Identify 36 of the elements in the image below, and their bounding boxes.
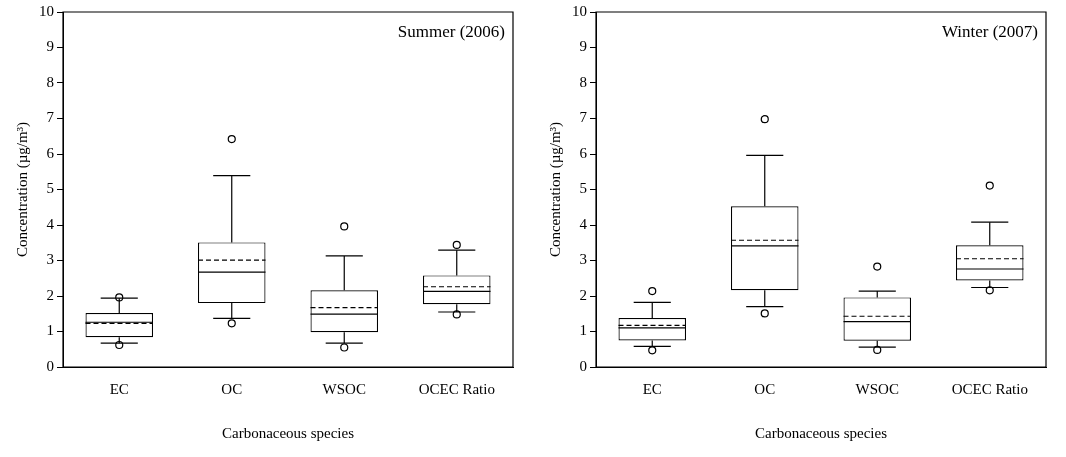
- x-axis-title: Carbonaceous species: [754, 424, 888, 441]
- y-axis-title: Concentration (µg/m³): [546, 121, 564, 258]
- annotation: Summer (2006): [397, 21, 505, 41]
- x-tick-label: EC: [109, 380, 129, 397]
- y-tick-label: 1: [579, 322, 587, 339]
- x-tick-label: WSOC: [322, 380, 366, 397]
- y-tick-label: 2: [579, 286, 587, 303]
- y-tick-label: 6: [579, 144, 588, 161]
- y-tick-label: 3: [579, 251, 587, 268]
- x-tick-label: OCEC Ratio: [951, 380, 1028, 397]
- y-tick-label: 1: [46, 322, 54, 339]
- y-tick-label: 4: [46, 215, 55, 232]
- y-tick-label: 3: [46, 251, 54, 268]
- y-tick-label: 10: [572, 2, 587, 19]
- y-tick-label: 7: [46, 109, 55, 126]
- y-tick-label: 0: [46, 357, 54, 374]
- x-tick-label: OCEC Ratio: [418, 380, 495, 397]
- y-tick-label: 0: [579, 357, 587, 374]
- y-tick-label: 5: [46, 180, 54, 197]
- y-tick-label: 9: [579, 38, 587, 55]
- y-tick-label: 5: [579, 180, 587, 197]
- x-tick-label: EC: [642, 380, 662, 397]
- x-tick-label: OC: [221, 380, 243, 397]
- y-axis-title: Concentration (µg/m³): [13, 121, 31, 258]
- annotation: Winter (2007): [941, 21, 1038, 41]
- y-tick-label: 7: [579, 109, 588, 126]
- y-tick-label: 6: [46, 144, 55, 161]
- y-tick-label: 10: [39, 2, 54, 19]
- y-tick-label: 9: [46, 38, 54, 55]
- x-axis-title: Carbonaceous species: [221, 424, 355, 441]
- y-tick-label: 8: [579, 73, 587, 90]
- y-tick-label: 8: [46, 73, 54, 90]
- y-tick-label: 2: [46, 286, 54, 303]
- x-tick-label: WSOC: [855, 380, 899, 397]
- y-tick-label: 4: [579, 215, 588, 232]
- x-tick-label: OC: [754, 380, 776, 397]
